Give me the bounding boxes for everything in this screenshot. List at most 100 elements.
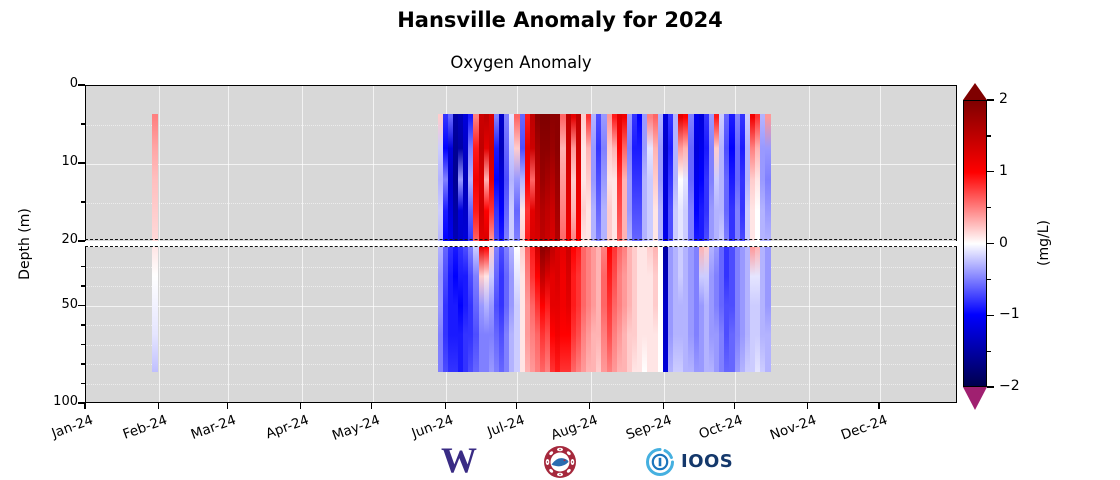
heatmap-column [509,114,515,241]
heatmap-column [621,247,628,372]
x-tick [300,403,302,409]
heatmap-column [458,247,464,372]
x-tick-label: Feb-24 [120,412,169,443]
heatmap-column [580,247,587,372]
heatmap-column [765,114,771,241]
heatmap-column [529,114,536,241]
heatmap-column [591,247,597,372]
heatmap-column [540,114,546,241]
heatmap-column [442,247,449,372]
heatmap-column [703,247,710,372]
heatmap-column [524,247,531,372]
heatmap-column [468,114,474,241]
heatmap-column [550,247,556,372]
heatmap-column [627,114,633,241]
heatmap-column [586,247,592,372]
heatmap-column [509,247,515,372]
heatmap-column [688,247,694,372]
heatmap-column [652,247,659,372]
gridline-vertical [159,247,161,402]
heatmap-column [662,247,669,372]
heatmap-column [616,114,623,241]
colorbar-tick-major [987,171,994,173]
colorbar-tick-label: 0 [999,234,1008,251]
x-tick-label: Jan-24 [49,412,96,442]
heatmap-column [560,247,566,372]
heatmap-column [488,114,495,241]
heatmap-column [714,247,720,372]
heatmap-column [468,247,474,372]
y-tick-minor [81,285,85,287]
colorbar-label: (mg/L) [1036,220,1052,266]
y-tick-label: 10 [61,154,78,169]
heatmap-column [760,247,766,372]
y-tick-label: 0 [69,76,78,91]
ioos-logo-icon [646,448,674,476]
y-tick-major [78,84,85,86]
heatmap-column [524,114,531,241]
heatmap-column [724,114,730,241]
heatmap-column [642,114,648,241]
heatmap-column [499,247,505,372]
heatmap-column [667,114,674,241]
heatmap-column [744,247,751,372]
heatmap-column [647,247,653,372]
heatmap-column [652,114,659,241]
heatmap-column [586,114,592,241]
colorbar-tick-label: 2 [999,91,1008,107]
heatmap-column [734,247,741,372]
heatmap-panel-upper [85,85,957,241]
heatmap-column [519,114,526,241]
heatmap-column [504,114,510,241]
y-tick-major [78,162,85,164]
y-tick-label: 100 [53,394,78,409]
x-tick-label: Jun-24 [409,412,456,442]
x-tick-label: Apr-24 [263,412,312,443]
y-tick-minor [81,363,85,365]
heatmap-column [519,247,526,372]
heatmap-column [688,114,694,241]
heatmap-column [657,247,664,372]
heatmap-column [729,114,735,241]
heatmap-column [514,247,520,372]
x-tick-label: Oct-24 [696,412,745,443]
heatmap-column [606,247,613,372]
colorbar-tick-major [987,386,994,388]
colorbar-tick-minor [987,207,991,209]
colorbar-tick-major [987,314,994,316]
heatmap-column [739,114,746,241]
heatmap-column [575,247,582,372]
heatmap-column [550,114,556,241]
gridline-vertical [159,86,161,241]
colorbar [963,100,987,387]
heatmap-column [152,114,159,241]
x-tick [589,403,591,409]
y-tick-minor [81,382,85,385]
heatmap-column [754,114,761,241]
heatmap-column [606,114,613,241]
heatmap-panel-lower [85,247,957,403]
colorbar-tick-minor [987,135,991,137]
gridline-vertical [228,86,230,241]
ioos-logo-text: IOOS [681,451,734,472]
heatmap-column [452,247,459,372]
heatmap-column [458,114,464,241]
y-tick-major [78,240,85,242]
heatmap-column [678,114,684,241]
heatmap-column [683,114,689,241]
heatmap-column [760,114,766,241]
heatmap-column [719,247,725,372]
heatmap-column [534,247,541,372]
heatmap-column [473,247,479,372]
suquamish-seal-logo [544,446,576,478]
heatmap-column [514,114,520,241]
heatmap-column [529,247,536,372]
heatmap-column [499,114,505,241]
heatmap-column [698,247,705,372]
heatmap-column [545,247,551,372]
heatmap-column [667,247,674,372]
heatmap-column [719,114,725,241]
heatmap-column [647,114,653,241]
gridline-vertical [372,86,374,241]
